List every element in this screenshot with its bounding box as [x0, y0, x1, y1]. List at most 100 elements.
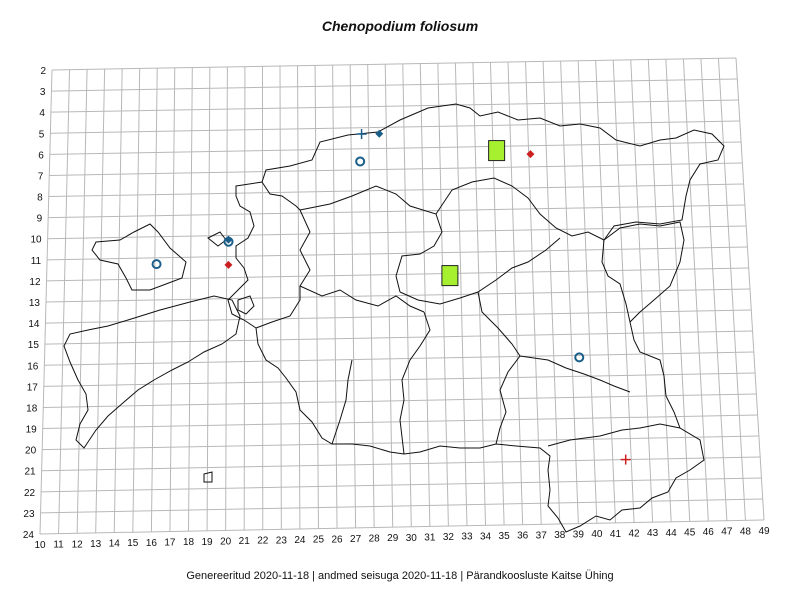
country-borders: [63, 103, 725, 533]
county-border-10: [261, 181, 301, 211]
grid-line-horizontal: [44, 351, 754, 366]
column-tick-label: 12: [72, 539, 84, 550]
outline-mainland: [227, 103, 725, 533]
column-tick-label: 43: [647, 528, 659, 539]
column-tick-label: 30: [406, 533, 418, 544]
grid-line-horizontal: [42, 435, 759, 451]
grid-line-horizontal: [49, 162, 743, 176]
row-tick-label: 21: [25, 467, 37, 478]
footer-data-state: andmed seisuga 2020-11-18: [318, 570, 458, 582]
grid-line-horizontal: [46, 267, 749, 282]
grid-line-horizontal: [51, 57, 737, 71]
column-tick-label: 29: [387, 533, 399, 544]
green-square-marker: [441, 265, 459, 287]
column-tick-label: 41: [610, 529, 622, 540]
blue-circle-marker: [151, 259, 162, 270]
red-diamond-marker: [526, 150, 535, 159]
green-square-marker: [488, 140, 506, 162]
footer-separator-1: |: [312, 570, 315, 582]
column-tick-label: 48: [740, 526, 752, 537]
footer-separator-2: |: [460, 570, 464, 582]
county-border-1: [299, 209, 425, 313]
row-tick-label: 8: [37, 193, 43, 204]
lake-peipus-shore: [603, 221, 685, 323]
column-tick-label: 34: [480, 531, 492, 542]
column-tick-labels: 10 11 12 13 14 15 16 17 18 19 20 21 22 23 24 25 26 27 28 29…: [34, 526, 770, 551]
blue-diamond-marker: [375, 129, 384, 138]
column-tick-label: 10: [34, 540, 46, 551]
grid-line-horizontal: [48, 204, 745, 219]
row-tick-label: 15: [28, 340, 40, 351]
column-tick-label: 23: [276, 535, 288, 546]
county-border-8: [547, 423, 681, 447]
row-tick-label: 4: [39, 108, 45, 119]
county-border-5: [399, 311, 431, 455]
map-title: Chenopodium foliosum: [321, 18, 479, 34]
blue-plus-marker: [356, 129, 367, 140]
column-tick-label: 49: [758, 526, 770, 537]
column-tick-label: 33: [461, 532, 473, 543]
row-tick-label: 9: [37, 214, 43, 225]
outline-hiiumaa: [91, 223, 187, 291]
column-tick-label: 28: [369, 534, 381, 545]
column-tick-label: 17: [164, 537, 176, 548]
column-tick-label: 19: [202, 537, 214, 548]
county-border-11: [331, 359, 353, 445]
grid-line-horizontal: [47, 225, 747, 240]
column-tick-label: 38: [554, 530, 566, 541]
column-tick-label: 35: [499, 531, 511, 542]
column-tick-label: 36: [517, 531, 529, 542]
outline-ruhnu: [203, 471, 213, 483]
blue-circle-marker: [574, 352, 585, 363]
row-tick-label: 23: [23, 509, 35, 520]
row-tick-label: 18: [26, 403, 38, 414]
column-tick-label: 20: [220, 536, 232, 547]
column-tick-label: 46: [703, 527, 715, 538]
record-markers: [151, 129, 631, 465]
grid-line-horizontal: [50, 99, 739, 113]
row-tick-label: 10: [31, 235, 43, 246]
column-tick-label: 40: [591, 529, 603, 540]
column-tick-label: 39: [573, 530, 585, 541]
row-tick-label: 13: [29, 298, 41, 309]
outline-muhu: [237, 295, 255, 315]
column-tick-label: 18: [183, 537, 195, 548]
county-border-4: [399, 237, 561, 305]
column-tick-label: 25: [313, 535, 325, 546]
grid-line-horizontal: [41, 456, 761, 472]
grid-line-horizontal: [43, 372, 756, 387]
column-tick-label: 21: [239, 536, 251, 547]
column-tick-label: 27: [350, 534, 362, 545]
row-tick-label: 19: [26, 425, 38, 436]
column-tick-label: 31: [424, 532, 436, 543]
row-tick-label: 14: [28, 319, 40, 330]
column-tick-label: 37: [536, 530, 548, 541]
column-tick-label: 14: [109, 539, 121, 550]
column-tick-label: 32: [443, 532, 455, 543]
column-tick-label: 24: [294, 535, 306, 546]
grid-lines: [39, 57, 765, 535]
column-tick-label: 13: [90, 539, 102, 550]
outline-saaremaa: [63, 295, 241, 449]
grid-line-horizontal: [48, 183, 744, 198]
column-tick-label: 47: [721, 527, 733, 538]
column-tick-label: 44: [666, 528, 678, 539]
row-tick-label: 3: [40, 87, 46, 98]
row-tick-label: 12: [29, 277, 41, 288]
county-border-7: [519, 355, 631, 393]
blue-diamond-marker: [224, 235, 233, 244]
column-tick-label: 45: [684, 527, 696, 538]
grid-line-horizontal: [39, 519, 765, 535]
row-tick-label: 16: [27, 361, 39, 372]
footer-generated: Genereeritud 2020-11-18: [186, 570, 310, 582]
footer-organisation: Pärandkoosluste Kaitse Ühing: [466, 570, 614, 582]
outline-vormsi: [207, 231, 227, 247]
grid-line-horizontal: [44, 330, 753, 345]
blue-circle-marker: [355, 156, 366, 167]
grid-line-horizontal: [41, 477, 762, 493]
row-tick-label: 7: [38, 171, 44, 182]
column-tick-label: 11: [53, 540, 64, 551]
row-tick-label: 6: [38, 150, 44, 161]
